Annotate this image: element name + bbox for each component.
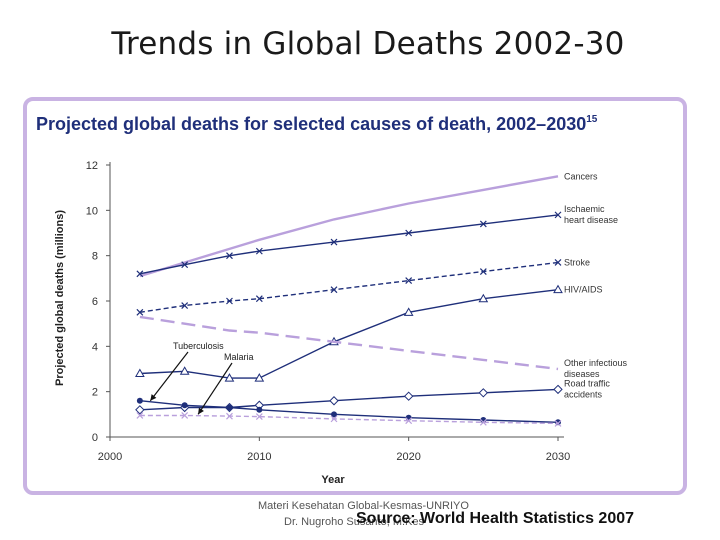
series-layer	[135, 175, 563, 427]
y-tick-label: 12	[86, 160, 98, 172]
line-tuberculosis	[139, 400, 559, 423]
y-tick-label: 4	[92, 341, 98, 353]
x-tick-label: 2000	[98, 451, 122, 463]
point-malaria	[181, 412, 189, 419]
point-stroke	[136, 308, 144, 316]
point-road-traffic-accidents	[553, 384, 563, 395]
series-label-other-infectious-diseases: Other infectious diseases	[564, 358, 628, 379]
series-other-infectious-diseases	[139, 315, 559, 371]
chart-frame	[23, 97, 687, 495]
point-road-traffic-accidents	[135, 405, 145, 415]
point-malaria	[479, 418, 487, 426]
line-hiv-aids	[139, 289, 559, 379]
series-malaria	[136, 412, 562, 427]
point-stroke	[479, 268, 487, 275]
line-other-infectious-diseases	[139, 315, 559, 371]
point-malaria	[136, 412, 144, 419]
point-malaria	[405, 417, 413, 425]
point-tuberculosis	[136, 397, 143, 404]
chart-title-superscript: 15	[586, 114, 598, 125]
line-malaria	[139, 414, 559, 425]
point-tuberculosis	[555, 419, 561, 426]
point-stroke	[181, 302, 189, 309]
x-tick-label: 2030	[546, 451, 570, 463]
point-stroke	[554, 259, 562, 266]
footer-course: Materi Kesehatan Global-Kesmas-UNRIYO	[258, 500, 469, 512]
y-tick-label: 8	[92, 251, 98, 263]
annotation-tuberculosis: Tuberculosis	[149, 341, 224, 402]
point-stroke	[330, 286, 338, 294]
series-ischaemic-heart-disease	[136, 211, 562, 278]
point-tuberculosis	[181, 402, 188, 409]
point-road-traffic-accidents	[329, 396, 339, 406]
point-ischaemic-heart-disease	[479, 220, 487, 228]
series-label-road-traffic-accidents: Road traffic accidents	[564, 378, 610, 399]
footer-author: Dr. Nugroho Susanto, M.Kes	[284, 516, 425, 528]
chart-title: Projected global deaths for selected cau…	[36, 114, 598, 134]
annotation-arrowhead-tuberculosis	[150, 394, 157, 401]
source-note: Source: World Health Statistics 2007	[356, 510, 635, 527]
series-label-ischaemic-heart-disease: Ischaemic heart disease	[564, 204, 618, 225]
axes: 0 2 4 6 8 10 12 2000 2010 2020 2030	[86, 160, 570, 463]
point-road-traffic-accidents	[403, 391, 414, 401]
series-stroke	[136, 259, 562, 316]
y-tick-label: 2	[92, 387, 98, 399]
point-ischaemic-heart-disease	[405, 229, 413, 237]
series-cancers	[139, 175, 559, 278]
point-tuberculosis	[256, 406, 263, 413]
y-tick-label: 0	[92, 432, 98, 444]
annotation-arrowhead-malaria	[198, 407, 204, 415]
point-hiv-aids	[224, 373, 235, 382]
y-tick-label: 6	[92, 296, 98, 308]
point-ischaemic-heart-disease	[330, 238, 338, 246]
point-hiv-aids	[403, 307, 414, 316]
series-label-cancers: Cancers	[564, 171, 598, 181]
point-malaria	[330, 415, 338, 423]
slide-title: Trends in Global Deaths 2002-30	[111, 26, 625, 62]
point-tuberculosis	[331, 411, 337, 418]
chart-title-text: Projected global deaths for selected cau…	[36, 114, 586, 134]
point-ischaemic-heart-disease	[226, 252, 233, 260]
annotation-arrow-tuberculosis	[149, 351, 189, 402]
series-label-stroke: Stroke	[564, 257, 590, 267]
point-hiv-aids	[553, 284, 563, 294]
series-labels: Cancers Ischaemic heart disease Stroke HIV/A…	[564, 171, 628, 399]
y-axis-label: Projected global deaths (millions)	[54, 210, 66, 386]
point-ischaemic-heart-disease	[554, 211, 562, 219]
point-ischaemic-heart-disease	[255, 247, 263, 255]
y-tick-label: 10	[86, 205, 98, 217]
x-axis-label: Year	[321, 474, 345, 486]
point-stroke	[255, 295, 263, 303]
line-stroke	[139, 261, 559, 313]
point-stroke	[226, 297, 233, 305]
point-tuberculosis	[226, 404, 233, 411]
annotation-label-tuberculosis: Tuberculosis	[173, 341, 224, 351]
annotation-arrow-malaria	[197, 362, 233, 415]
annotation-malaria: Malaria	[197, 352, 254, 415]
point-ischaemic-heart-disease	[136, 270, 144, 278]
line-road-traffic-accidents	[139, 388, 559, 411]
series-hiv-aids	[135, 284, 563, 382]
point-hiv-aids	[478, 293, 489, 303]
x-tick-label: 2020	[396, 451, 420, 463]
point-malaria	[554, 419, 562, 427]
series-label-hiv-aids: HIV/AIDS	[564, 285, 603, 295]
point-stroke	[405, 277, 413, 285]
line-cancers	[139, 175, 559, 278]
point-ischaemic-heart-disease	[181, 261, 189, 269]
point-hiv-aids	[254, 373, 265, 382]
x-tick-label: 2010	[247, 451, 271, 463]
point-road-traffic-accidents	[478, 388, 489, 398]
point-hiv-aids	[135, 368, 145, 378]
annotation-label-malaria: Malaria	[224, 352, 254, 362]
point-malaria	[226, 412, 233, 420]
point-malaria	[255, 413, 263, 421]
point-hiv-aids	[179, 366, 190, 375]
line-ischaemic-heart-disease	[139, 214, 559, 275]
